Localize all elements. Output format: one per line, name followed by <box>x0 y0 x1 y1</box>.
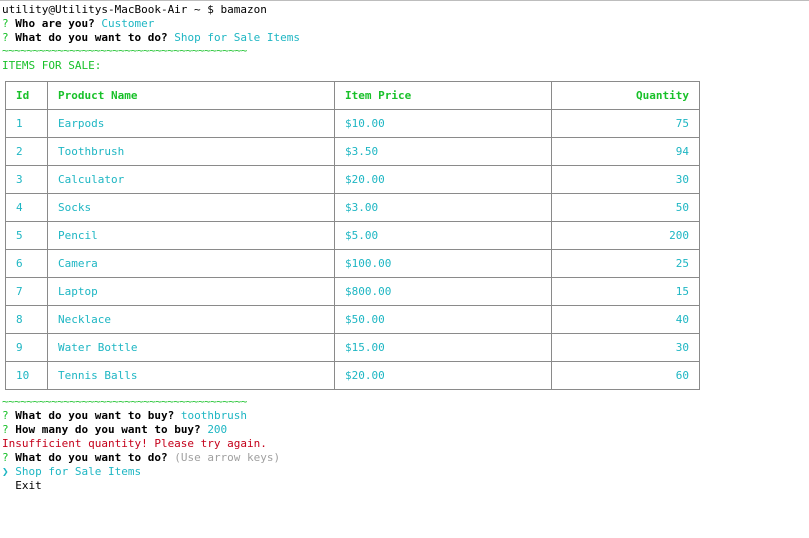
cell-item-price: $15.00 <box>334 333 552 362</box>
cell-item-price: $20.00 <box>334 361 552 390</box>
table-row: 10 Tennis Balls $20.00 60 <box>5 361 700 390</box>
question-text: How many do you want to buy? <box>15 423 201 436</box>
column-header-product-name: Product Name <box>47 81 335 110</box>
cell-product-name: Calculator <box>47 165 335 194</box>
cell-id: 5 <box>5 221 48 250</box>
cell-product-name: Tennis Balls <box>47 361 335 390</box>
hint-text: (Use arrow keys) <box>174 451 281 464</box>
cell-item-price: $5.00 <box>334 221 552 250</box>
question-quantity: ? How many do you want to buy? 200 <box>2 423 227 437</box>
cell-quantity: 200 <box>551 221 700 250</box>
cell-product-name: Socks <box>47 193 335 222</box>
cell-id: 4 <box>5 193 48 222</box>
pointer-icon: ❯ <box>2 465 9 478</box>
menu-option-label: Shop for Sale Items <box>15 465 142 478</box>
cell-id: 6 <box>5 249 48 278</box>
question-action: ? What do you want to do? Shop for Sale … <box>2 31 300 45</box>
question-mark: ? <box>2 31 9 44</box>
question-mark: ? <box>2 423 9 436</box>
cell-quantity: 30 <box>551 333 700 362</box>
answer-text: Customer <box>101 17 155 30</box>
cell-product-name: Camera <box>47 249 335 278</box>
cell-item-price: $3.00 <box>334 193 552 222</box>
question-mark: ? <box>2 17 9 30</box>
cell-quantity: 40 <box>551 305 700 334</box>
table-row: 6 Camera $100.00 25 <box>5 249 700 278</box>
question-mark: ? <box>2 409 9 422</box>
cell-id: 1 <box>5 109 48 138</box>
table-row: 1 Earpods $10.00 75 <box>5 109 700 138</box>
cell-id: 9 <box>5 333 48 362</box>
column-header-item-price: Item Price <box>334 81 552 110</box>
column-header-id: Id <box>5 81 48 110</box>
question-text: Who are you? <box>15 17 95 30</box>
menu-option-shop[interactable]: ❯ Shop for Sale Items <box>2 465 141 479</box>
cell-quantity: 50 <box>551 193 700 222</box>
question-text: What do you want to do? <box>15 31 168 44</box>
cell-product-name: Pencil <box>47 221 335 250</box>
table-row: 9 Water Bottle $15.00 30 <box>5 333 700 362</box>
question-text: What do you want to buy? <box>15 409 175 422</box>
cell-quantity: 75 <box>551 109 700 138</box>
cell-item-price: $800.00 <box>334 277 552 306</box>
menu-option-label: Exit <box>15 479 42 492</box>
divider-bottom: ~~~~~~~~~~~~~~~~~~~~~~~~~~~~~~~~~~~~~~~~ <box>2 395 247 408</box>
shell-prompt-line: utility@Utilitys-MacBook-Air ~ $ bamazon <box>2 3 267 16</box>
cell-quantity: 60 <box>551 361 700 390</box>
menu-option-exit[interactable]: Exit <box>2 479 42 493</box>
cell-product-name: Laptop <box>47 277 335 306</box>
cell-item-price: $20.00 <box>334 165 552 194</box>
question-buy: ? What do you want to buy? toothbrush <box>2 409 247 423</box>
answer-text: toothbrush <box>180 409 248 422</box>
answer-text: 200 <box>207 423 228 436</box>
divider-top: ~~~~~~~~~~~~~~~~~~~~~~~~~~~~~~~~~~~~~~~~ <box>2 44 247 57</box>
cell-id: 8 <box>5 305 48 334</box>
cell-id: 2 <box>5 137 48 166</box>
question-text: What do you want to do? <box>15 451 168 464</box>
table-header-row: Id Product Name Item Price Quantity <box>5 81 700 110</box>
answer-text: Shop for Sale Items <box>174 31 301 44</box>
items-table: Id Product Name Item Price Quantity 1 Ea… <box>5 81 700 390</box>
cell-item-price: $10.00 <box>334 109 552 138</box>
cell-id: 7 <box>5 277 48 306</box>
question-next-action: ? What do you want to do? (Use arrow key… <box>2 451 280 465</box>
cell-item-price: $3.50 <box>334 137 552 166</box>
table-row: 4 Socks $3.00 50 <box>5 193 700 222</box>
cell-id: 10 <box>5 361 48 390</box>
cell-product-name: Water Bottle <box>47 333 335 362</box>
cell-id: 3 <box>5 165 48 194</box>
table-row: 2 Toothbrush $3.50 94 <box>5 137 700 166</box>
items-header: ITEMS FOR SALE: <box>2 59 102 72</box>
cell-item-price: $100.00 <box>334 249 552 278</box>
cell-quantity: 94 <box>551 137 700 166</box>
cell-quantity: 30 <box>551 165 700 194</box>
cell-product-name: Toothbrush <box>47 137 335 166</box>
table-row: 3 Calculator $20.00 30 <box>5 165 700 194</box>
cell-product-name: Necklace <box>47 305 335 334</box>
table-row: 7 Laptop $800.00 15 <box>5 277 700 306</box>
error-message: Insufficient quantity! Please try again. <box>2 437 267 450</box>
column-header-quantity: Quantity <box>551 81 700 110</box>
cell-quantity: 25 <box>551 249 700 278</box>
question-who: ? Who are you? Customer <box>2 17 154 31</box>
cell-product-name: Earpods <box>47 109 335 138</box>
cell-item-price: $50.00 <box>334 305 552 334</box>
cell-quantity: 15 <box>551 277 700 306</box>
table-row: 8 Necklace $50.00 40 <box>5 305 700 334</box>
question-mark: ? <box>2 451 9 464</box>
table-row: 5 Pencil $5.00 200 <box>5 221 700 250</box>
